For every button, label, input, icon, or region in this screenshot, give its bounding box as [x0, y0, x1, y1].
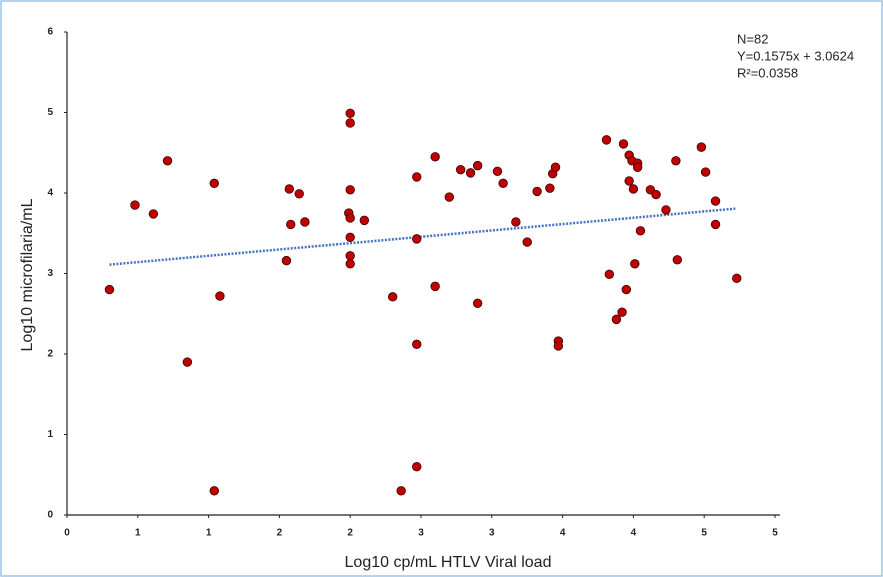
point — [601, 135, 612, 145]
point — [396, 486, 406, 496]
point — [286, 219, 296, 230]
y-tick-label: 6 — [47, 27, 53, 38]
point — [661, 205, 671, 215]
x-tick-label: 0 — [64, 528, 70, 539]
point — [700, 167, 711, 177]
x-tick-label: 2 — [277, 528, 283, 539]
annotation: Y=0.1575x + 3.0624 — [737, 48, 854, 63]
point — [284, 184, 295, 194]
point — [671, 156, 681, 166]
point — [522, 237, 532, 247]
point — [412, 462, 422, 472]
point — [604, 269, 615, 280]
point — [430, 281, 440, 292]
point — [472, 160, 483, 171]
x-tick-label: 1 — [206, 528, 212, 539]
x-tick-label: 3 — [489, 528, 495, 539]
point — [345, 185, 355, 195]
point — [412, 339, 422, 350]
point — [628, 184, 639, 194]
y-tick-label: 1 — [47, 429, 53, 440]
point — [387, 292, 398, 302]
point — [430, 152, 440, 162]
point — [472, 298, 483, 308]
point — [696, 142, 707, 152]
x-tick-label: 4 — [560, 528, 566, 539]
annotation: R²=0.0358 — [737, 65, 798, 80]
point — [359, 215, 370, 226]
y-tick-label: 5 — [47, 107, 53, 118]
point — [492, 166, 503, 176]
y-axis-title: Log10 microfilaria/mL — [19, 198, 36, 351]
point — [630, 259, 640, 269]
point — [294, 189, 304, 199]
point — [281, 255, 292, 266]
point — [148, 209, 159, 219]
point — [553, 341, 564, 351]
point — [209, 486, 219, 496]
x-tick-label: 5 — [701, 528, 707, 539]
point — [732, 273, 742, 284]
point — [162, 156, 173, 166]
point — [618, 139, 629, 149]
point — [455, 164, 466, 175]
point — [465, 168, 476, 178]
point — [215, 291, 225, 301]
x-axis-title: Log10 cp/mL HTLV Viral load — [345, 554, 552, 571]
point — [710, 219, 721, 230]
x-tick-label: 5 — [772, 528, 778, 539]
point — [511, 217, 521, 227]
point — [104, 284, 115, 295]
y-tick-label: 4 — [47, 188, 53, 199]
point — [412, 172, 422, 182]
point — [651, 189, 661, 200]
point — [532, 186, 542, 197]
point — [345, 213, 355, 223]
y-tick-label: 2 — [47, 349, 53, 360]
point — [345, 108, 355, 119]
x-tick-label: 1 — [135, 528, 141, 539]
point — [611, 314, 622, 325]
x-tick-label: 2 — [347, 528, 353, 539]
point — [345, 118, 355, 128]
point — [300, 217, 310, 227]
point — [624, 176, 634, 186]
point — [635, 226, 646, 236]
point — [345, 259, 355, 269]
point — [672, 255, 682, 265]
point — [130, 200, 140, 210]
y-tick-label: 0 — [47, 510, 53, 521]
point — [545, 183, 555, 193]
point — [632, 162, 643, 172]
point — [209, 178, 219, 189]
point — [621, 284, 632, 295]
point — [498, 178, 508, 189]
x-tick-label: 3 — [418, 528, 424, 539]
point — [444, 192, 455, 202]
point — [550, 162, 561, 172]
x-tick-label: 4 — [631, 528, 637, 539]
annotation: N=82 — [737, 31, 768, 46]
point — [345, 251, 355, 261]
point — [345, 232, 355, 242]
point — [617, 307, 627, 317]
point — [412, 234, 422, 244]
point — [182, 357, 193, 367]
y-tick-label: 3 — [47, 268, 53, 279]
point — [710, 196, 721, 206]
